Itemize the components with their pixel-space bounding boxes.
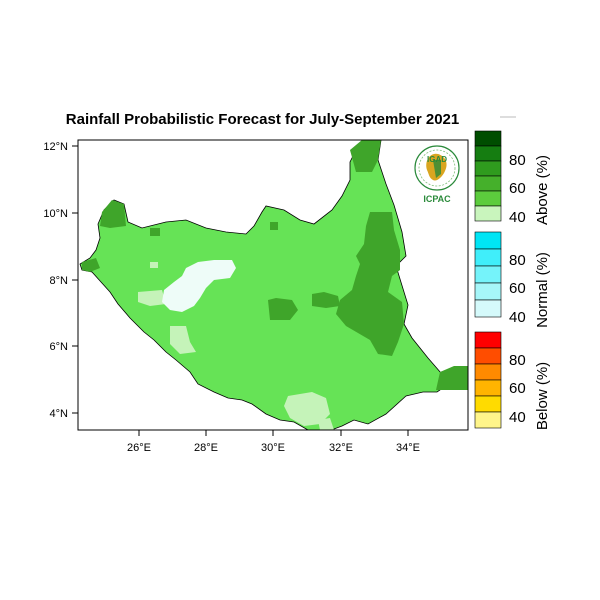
- legend-swatch: [474, 145, 502, 162]
- x-tick-label: 26°E: [127, 442, 151, 454]
- patch-east: [336, 212, 404, 356]
- legend: 80 60 40 Above (%) 80 60 40 Normal (%) 8…: [474, 116, 551, 430]
- patch-north-dot: [270, 222, 278, 230]
- x-tick-label: 34°E: [396, 442, 420, 454]
- legend-swatch: [474, 299, 502, 318]
- legend-tick-label: 40: [509, 309, 526, 326]
- legend-swatch: [474, 231, 502, 250]
- legend-tick-label: 40: [509, 209, 526, 226]
- legend-swatch: [474, 395, 502, 413]
- map-region: [79, 140, 468, 430]
- legend-swatch: [474, 379, 502, 397]
- y-tick-label: 4°N: [50, 408, 69, 420]
- icpac-logo: IGAD ICPAC: [414, 145, 460, 204]
- legend-above: 80 60 40 Above (%): [474, 130, 551, 226]
- legend-group-label: Below (%): [534, 362, 551, 430]
- country-shape: [79, 140, 447, 430]
- patch-se-ilemi: [436, 366, 468, 390]
- legend-swatch: [474, 282, 502, 301]
- x-tick-label: 32°E: [329, 442, 353, 454]
- patch-light-dot: [150, 262, 158, 268]
- legend-tick-label: 80: [509, 152, 526, 169]
- legend-below: 80 60 40 Below (%): [474, 331, 551, 430]
- patch-light-south: [284, 392, 330, 426]
- x-tick-label: 30°E: [261, 442, 285, 454]
- y-axis: [72, 145, 78, 414]
- legend-tick-label: 80: [509, 252, 526, 269]
- legend-group-label: Normal (%): [534, 252, 551, 328]
- legend-normal: 80 60 40 Normal (%): [474, 231, 551, 328]
- patch-nw: [100, 200, 126, 228]
- patch-normal-central: [162, 260, 236, 312]
- legend-swatch: [474, 248, 502, 267]
- patch-light-sw: [170, 326, 196, 354]
- legend-tick-label: 60: [509, 280, 526, 297]
- y-tick-label: 10°N: [43, 208, 68, 220]
- legend-tick-label: 80: [509, 352, 526, 369]
- logo-bottom-text: ICPAC: [423, 194, 451, 204]
- legend-swatch: [474, 411, 502, 429]
- legend-group-label: Above (%): [534, 155, 551, 225]
- y-tick-label: 6°N: [50, 341, 69, 353]
- x-tick-label: 28°E: [194, 442, 218, 454]
- patch-west-edge: [82, 258, 100, 272]
- patch-light-west: [138, 290, 166, 306]
- y-tick-label: 12°N: [43, 141, 68, 153]
- y-tick-label: 8°N: [50, 275, 69, 287]
- patch-light-south-2: [318, 418, 334, 430]
- patch-north-tip: [350, 140, 381, 172]
- legend-swatch: [474, 331, 502, 349]
- patch-west-dot: [150, 228, 160, 236]
- x-axis: [138, 430, 409, 436]
- legend-tick-label: 60: [509, 380, 526, 397]
- logo-top-text: IGAD: [427, 155, 447, 164]
- legend-tick-label: 60: [509, 180, 526, 197]
- legend-swatch: [474, 160, 502, 177]
- legend-swatch: [474, 175, 502, 192]
- patch-central: [268, 298, 298, 320]
- legend-swatch: [474, 363, 502, 381]
- legend-swatch: [474, 205, 502, 222]
- legend-swatch: [474, 190, 502, 207]
- legend-swatch: [474, 265, 502, 284]
- patch-central-2: [312, 292, 340, 308]
- legend-swatch: [474, 347, 502, 365]
- map-title: Rainfall Probabilistic Forecast for July…: [65, 111, 460, 128]
- legend-tick-label: 40: [509, 409, 526, 426]
- legend-swatch: [474, 130, 502, 147]
